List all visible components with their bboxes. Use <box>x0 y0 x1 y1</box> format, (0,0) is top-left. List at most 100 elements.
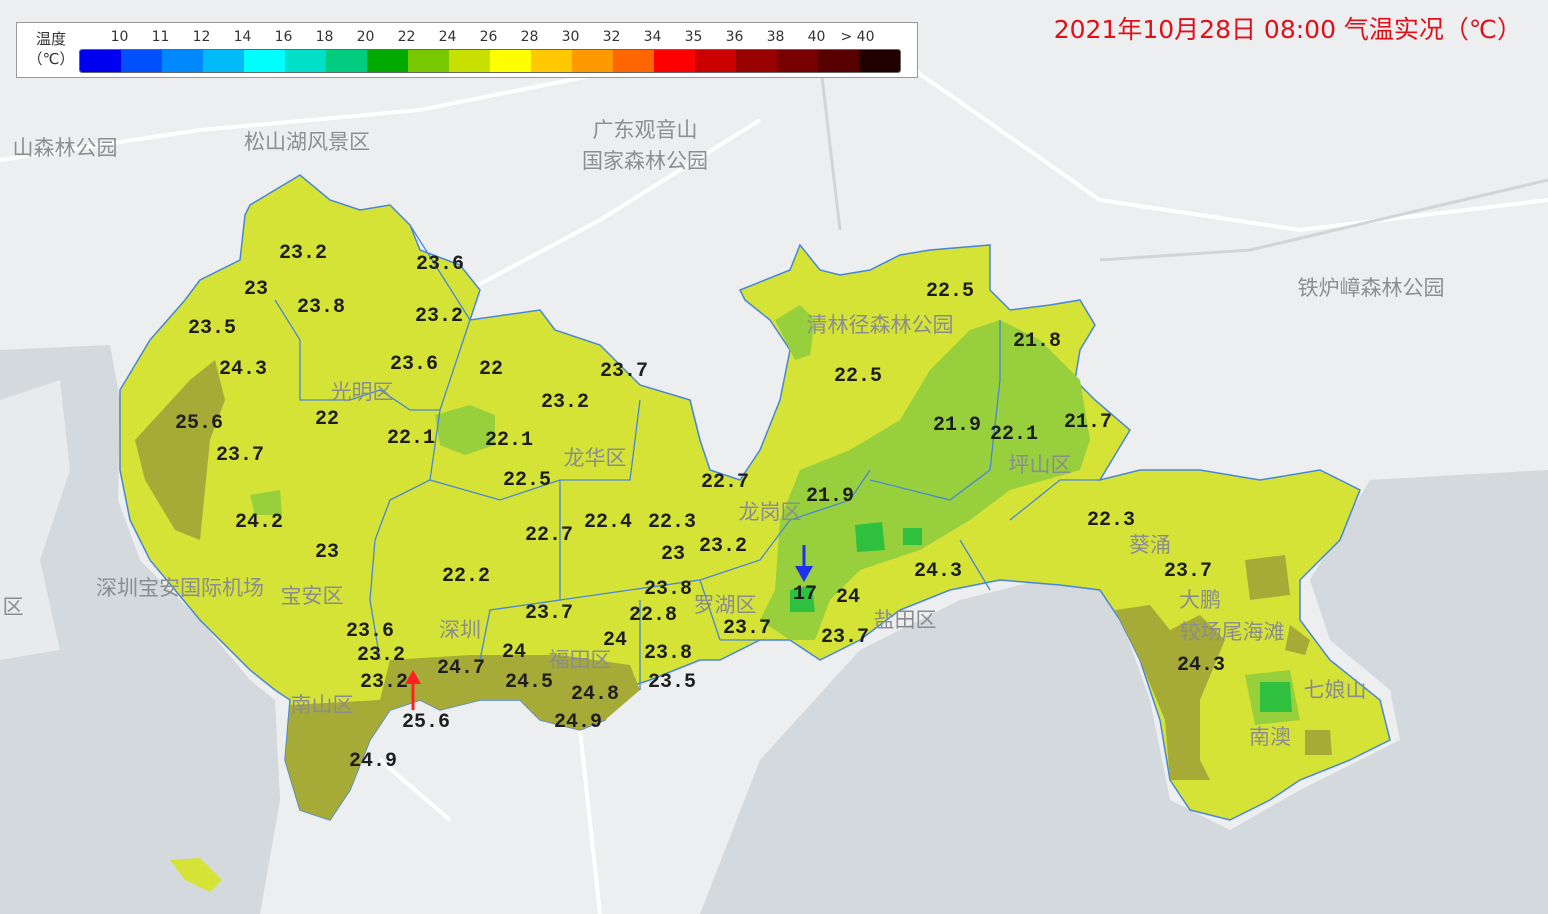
legend-tick-label: 26 <box>479 29 498 45</box>
station-temperature: 22 <box>315 408 339 431</box>
station-temperature: 22.2 <box>442 565 490 588</box>
place-label: 七娘山 <box>1304 678 1367 702</box>
place-label: 坪山区 <box>1009 453 1072 477</box>
place-label: 龙华区 <box>564 446 627 470</box>
place-label: 罗湖区 <box>694 593 757 617</box>
basemap <box>0 58 1548 914</box>
max-temperature-marker <box>405 670 421 710</box>
station-temperature: 24 <box>502 641 526 664</box>
temperature-field <box>119 174 1391 892</box>
place-label: 福田区 <box>549 648 612 672</box>
station-temperature: 23.2 <box>279 242 327 265</box>
place-label: 龙岗区 <box>739 500 802 524</box>
legend-swatch <box>326 50 367 72</box>
road <box>0 58 1548 914</box>
station-temperature: 22.1 <box>990 423 1038 446</box>
legend-swatch <box>162 50 203 72</box>
station-temperature: 22.5 <box>503 469 551 492</box>
station-temperature: 23.2 <box>357 644 405 667</box>
district-boundaries <box>274 224 1100 690</box>
legend-swatch <box>818 50 859 72</box>
station-temperature: 22.5 <box>834 365 882 388</box>
station-temperature: 24.9 <box>554 711 602 734</box>
legend-swatch <box>121 50 162 72</box>
warm-zone <box>135 360 225 540</box>
legend-swatch <box>572 50 613 72</box>
legend-tick-label: 36 <box>725 29 744 45</box>
station-temperature: 23.7 <box>600 360 648 383</box>
legend-swatch <box>367 50 408 72</box>
legend-swatch <box>449 50 490 72</box>
station-temperature: 22.8 <box>629 604 677 627</box>
arrow-up-icon <box>405 670 421 684</box>
station-temperature: 23.2 <box>415 305 463 328</box>
station-temperature: 24.9 <box>349 750 397 773</box>
legend-swatch <box>408 50 449 72</box>
station-temperature: 23.8 <box>644 578 692 601</box>
legend-tick-label: > 40 <box>840 29 875 45</box>
legend-tick-label: 28 <box>520 29 539 45</box>
station-temperature: 23.7 <box>723 617 771 640</box>
station-temperature: 22.1 <box>387 427 435 450</box>
legend-unit: （℃） <box>27 50 75 68</box>
warm-zone <box>1115 605 1225 780</box>
legend-swatch <box>80 50 121 72</box>
arrow-down-icon <box>795 566 813 582</box>
legend-tick-label: 14 <box>233 29 252 45</box>
cool-zone <box>760 320 1090 640</box>
station-temperature: 24.8 <box>571 683 619 706</box>
station-temperature: 24.7 <box>437 657 485 680</box>
road <box>818 59 1548 262</box>
station-temperature: 22 <box>479 358 503 381</box>
station-temperature: 23.2 <box>699 535 747 558</box>
station-temperature: 23.8 <box>644 642 692 665</box>
place-label: 光明区 <box>331 380 394 404</box>
station-temperature: 24.3 <box>914 560 962 583</box>
station-temperature: 23.6 <box>390 353 438 376</box>
land-west <box>0 380 70 660</box>
legend-swatch <box>777 50 818 72</box>
station-temperature: 23 <box>661 543 685 566</box>
temperature-legend: 温度 （℃） 10 11 12 14 16 18 20 22 24 26 28 30 32 34 35 36 38… <box>16 22 918 78</box>
place-label: 松山湖风景区 <box>244 130 370 154</box>
place-label: 区 <box>3 595 24 619</box>
station-temperature: 23.2 <box>360 671 408 694</box>
station-temperature: 25.6 <box>402 711 450 734</box>
station-temperature: 24 <box>603 629 627 652</box>
legend-tick-label: 24 <box>438 29 457 45</box>
legend-swatch <box>203 50 244 72</box>
station-temperature: 22.7 <box>525 524 573 547</box>
station-temperature: 23.5 <box>648 671 696 694</box>
min-temperature-marker <box>795 545 813 582</box>
place-label: 南澳 <box>1249 725 1291 749</box>
legend-tick-label: 16 <box>274 29 293 45</box>
legend-swatch <box>695 50 736 72</box>
station-temperature: 22.5 <box>926 280 974 303</box>
small-island <box>170 858 222 892</box>
legend-swatch <box>859 50 900 72</box>
legend-swatch <box>490 50 531 72</box>
place-label: 大鹏 <box>1179 588 1221 612</box>
legend-tick-label: 35 <box>684 29 703 45</box>
legend-title: 温度 <box>35 30 66 48</box>
station-temperature: 23 <box>244 278 268 301</box>
legend-swatch <box>736 50 777 72</box>
station-temperature: 21.8 <box>1013 330 1061 353</box>
legend-tick-label: 22 <box>397 29 416 45</box>
station-temperature: 23.5 <box>188 317 236 340</box>
station-temperature: 17 <box>793 583 817 606</box>
place-label: 清林径森林公园 <box>807 313 954 337</box>
place-label: 深圳宝安国际机场 <box>96 576 264 600</box>
station-temperature: 23.8 <box>297 296 345 319</box>
station-temperature: 22.4 <box>584 511 632 534</box>
station-temperature: 21.9 <box>933 414 981 437</box>
sea-west <box>0 345 280 914</box>
warm-zone <box>285 655 640 820</box>
place-label: 国家森林公园 <box>582 149 708 173</box>
station-temperature: 24.2 <box>235 511 283 534</box>
place-label: 葵涌 <box>1129 533 1171 557</box>
station-temperature: 22.1 <box>485 429 533 452</box>
warm-zone <box>1245 555 1332 755</box>
